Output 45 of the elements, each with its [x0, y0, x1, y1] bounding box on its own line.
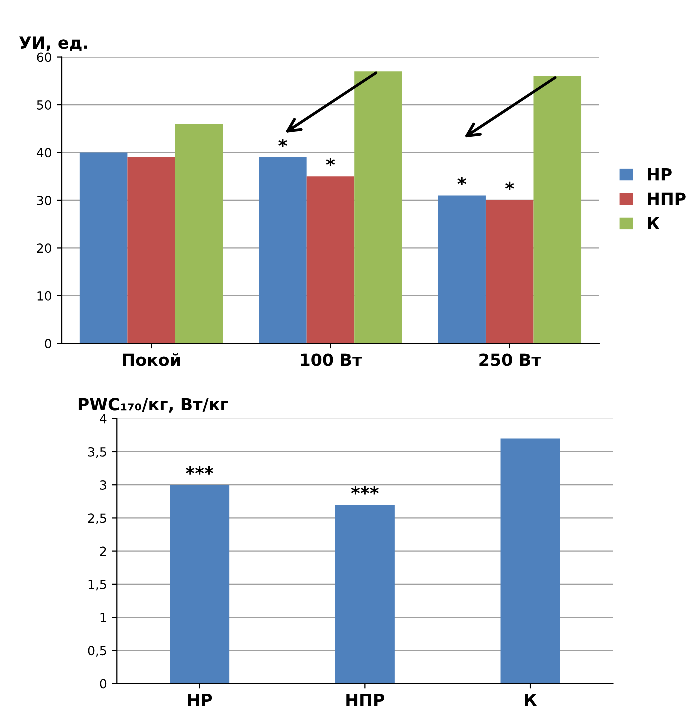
y-tick-label: 1	[100, 613, 106, 622]
y-tick-label: 30	[37, 196, 52, 206]
bar	[128, 158, 176, 344]
bar	[335, 504, 395, 684]
x-tick-label: К	[525, 694, 538, 706]
bar	[534, 76, 582, 344]
y-tick-label: 0	[100, 679, 107, 689]
data-label: *	[506, 182, 514, 190]
data-label: *	[458, 177, 466, 186]
y-tick-label: 0,5	[88, 646, 106, 657]
y-tick-label: 40	[36, 148, 52, 158]
bar	[354, 72, 402, 344]
y-tick-label: 20	[37, 244, 52, 254]
x-tick-label: НР	[188, 694, 212, 706]
y-axis-title: УИ, ед.	[19, 36, 88, 52]
legend-label: НПР	[648, 192, 686, 206]
y-tick-label: 10	[38, 291, 52, 301]
y-tick-label: 3,5	[88, 447, 106, 458]
y-tick-label: 60	[37, 52, 52, 62]
y-tick-label: 2	[100, 546, 106, 556]
data-label: *	[278, 138, 288, 148]
bar	[500, 438, 560, 684]
legend-label: К	[648, 217, 660, 230]
x-tick-label: 100 Вт	[301, 354, 362, 366]
bar	[438, 196, 486, 344]
bar	[80, 152, 128, 344]
y-tick-label: 2,5	[88, 514, 106, 524]
bar	[486, 200, 534, 344]
y-axis-title: PWC₁₇₀/кг, Вт/кг	[78, 398, 228, 413]
bar	[306, 176, 355, 344]
y-tick-label: 3	[100, 480, 106, 490]
bar	[259, 158, 307, 344]
x-tick-label: Покой	[123, 353, 180, 366]
y-tick-label: 4	[100, 414, 107, 424]
data-label: ***	[351, 486, 379, 495]
data-label: ***	[186, 466, 214, 475]
x-tick-label: 250 Вт	[480, 354, 542, 366]
x-tick-label: НПР	[346, 694, 385, 706]
y-tick-label: 50	[37, 100, 52, 110]
data-label: *	[326, 158, 336, 166]
bar	[175, 124, 224, 344]
legend-label: НР	[648, 168, 672, 181]
y-tick-label: 1,5	[88, 580, 106, 591]
y-tick-label: 0	[45, 339, 52, 349]
bar	[170, 485, 230, 684]
